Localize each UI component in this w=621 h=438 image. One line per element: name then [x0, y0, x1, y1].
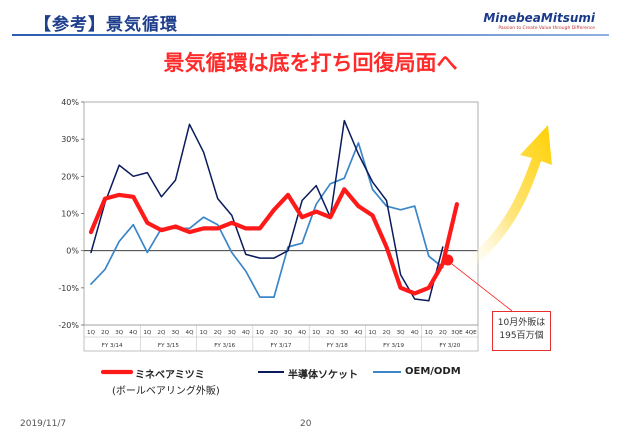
x-group-label: FY 3/17 — [271, 343, 292, 349]
title-underline — [12, 34, 609, 36]
x-tick-label: 4Q — [411, 330, 420, 336]
legend-label-oem: OEM/ODM — [405, 366, 461, 377]
callout-line-1: 10月外販は — [497, 318, 546, 328]
x-tick-label: 4Q — [129, 330, 138, 336]
page-title: 【参考】景気循環 — [34, 15, 178, 35]
x-group-label: FY 3/19 — [383, 343, 404, 349]
x-tick-label: 1Q — [425, 330, 434, 336]
y-tick-label: 40% — [61, 98, 79, 107]
callout-box: 10月外販は 195百万個 — [492, 311, 551, 351]
legend-sublabel-minebea: (ボールベアリング外販) — [112, 386, 220, 397]
x-tick-label: 2Q — [214, 330, 223, 336]
x-tick-label: 4QE — [465, 330, 477, 336]
header: 【参考】景気循環 MinebeaMitsumi Passion to Creat… — [12, 10, 609, 36]
brand-name: MinebeaMitsumi — [483, 11, 595, 25]
x-tick-label: 2Q — [326, 330, 335, 336]
x-tick-label: 2Q — [383, 330, 392, 336]
legend-label-minebea: ミネベアミツミ — [135, 370, 205, 381]
x-tick-label: 3Q — [171, 330, 180, 336]
x-tick-label: 2Q — [157, 330, 166, 336]
x-tick-label: 4Q — [354, 330, 363, 336]
y-tick-label: -20% — [58, 321, 79, 330]
x-tick-label: 1Q — [368, 330, 377, 336]
series-line-oem — [90, 142, 444, 298]
x-tick-label: 3Q — [115, 330, 124, 336]
page-number: 20 — [300, 419, 312, 429]
x-tick-label: 1Q — [87, 330, 96, 336]
x-tick-label: 3QE — [451, 330, 463, 336]
headline: 景気循環は底を打ち回復局面へ — [163, 51, 458, 75]
x-tick-label: 2Q — [439, 330, 448, 336]
x-axis-label-area — [83, 324, 479, 352]
brand-logo: MinebeaMitsumi Passion to Create Value t… — [483, 11, 595, 31]
x-group-label: FY 3/15 — [158, 343, 179, 349]
x-group-label: FY 3/20 — [439, 343, 460, 349]
x-tick-label: 3Q — [340, 330, 349, 336]
callout-line-2: 195百万個 — [499, 331, 544, 341]
recovery-arrow — [462, 125, 552, 272]
brand-tagline: Passion to Create Value through Differen… — [498, 26, 595, 31]
x-tick-label: 4Q — [186, 330, 195, 336]
y-tick-label: 30% — [61, 135, 79, 144]
x-group-label: FY 3/18 — [327, 343, 348, 349]
x-tick-label: 1Q — [143, 330, 152, 336]
x-tick-label: 3Q — [284, 330, 293, 336]
callout-pointer — [451, 263, 513, 312]
x-tick-label: 2Q — [101, 330, 110, 336]
x-tick-label: 4Q — [298, 330, 307, 336]
x-group-label: FY 3/14 — [102, 343, 123, 349]
x-tick-label: 3Q — [397, 330, 406, 336]
y-tick-label: 0% — [66, 247, 79, 256]
october-marker-dot — [442, 254, 454, 266]
x-tick-label: 4Q — [242, 330, 251, 336]
legend-label-semiconductor: 半導体ソケット — [288, 370, 358, 381]
series-line-minebea — [88, 187, 459, 296]
series-line-semiconductor — [90, 119, 444, 302]
x-tick-label: 1Q — [312, 330, 321, 336]
y-tick-label: -10% — [58, 284, 79, 293]
x-tick-label: 3Q — [228, 330, 237, 336]
footer-date: 2019/11/7 — [20, 419, 67, 429]
x-tick-label: 1Q — [256, 330, 265, 336]
x-tick-label: 2Q — [270, 330, 279, 336]
y-tick-label: 20% — [61, 172, 79, 181]
y-tick-label: 10% — [61, 210, 79, 219]
x-tick-label: 1Q — [200, 330, 209, 336]
x-group-label: FY 3/16 — [214, 343, 235, 349]
